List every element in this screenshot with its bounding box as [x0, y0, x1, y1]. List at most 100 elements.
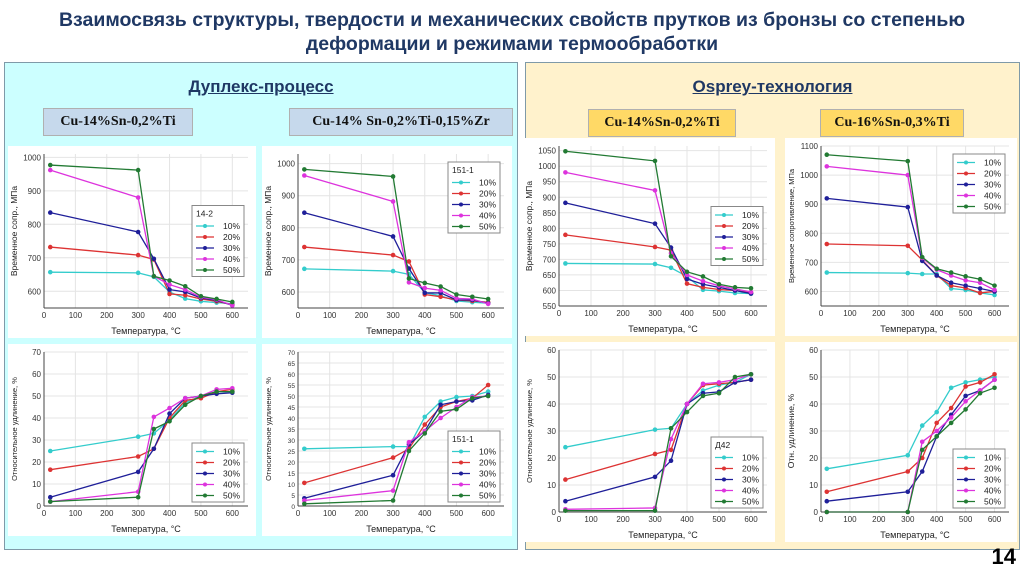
- series-line-30pct: [565, 379, 752, 502]
- x-tick-label: 600: [988, 309, 1002, 318]
- series-line-20pct: [826, 373, 995, 493]
- data-point: [151, 273, 157, 279]
- series-line-10pct: [50, 271, 233, 305]
- data-point: [390, 488, 396, 493]
- x-axis-label: Температура, °C: [628, 324, 698, 334]
- y-tick-label: 20: [32, 458, 41, 467]
- y-tick-label: 950: [543, 178, 557, 187]
- y-tick-label: 1000: [23, 153, 41, 162]
- y-tick-label: 60: [547, 346, 556, 355]
- legend-marker: [459, 213, 463, 218]
- y-tick-label: 20: [288, 460, 296, 467]
- y-tick-label: 800: [282, 224, 296, 233]
- series-line-10pct: [304, 268, 489, 304]
- legend-marker: [964, 466, 968, 471]
- data-point: [390, 268, 396, 274]
- x-tick-label: 500: [194, 509, 208, 518]
- y-tick-label: 45: [288, 405, 296, 412]
- chart-svg: 0 100 200 300 400 500 600 0 10 20 30 40 50 60 70 Темпер…: [10, 348, 248, 534]
- data-point: [963, 380, 968, 385]
- y-tick-label: 25: [288, 449, 296, 456]
- legend-label: 40%: [223, 254, 240, 264]
- data-point: [652, 188, 658, 193]
- y-tick-label: 1050: [538, 147, 556, 156]
- x-axis-label: Температура, °C: [366, 524, 436, 534]
- y-tick-label: 40: [288, 416, 296, 423]
- y-tick-label: 5: [291, 493, 295, 500]
- data-point: [47, 244, 53, 250]
- legend-box: [710, 206, 764, 266]
- y-tick-label: 1000: [800, 171, 818, 180]
- y-tick-label: 50: [809, 373, 818, 382]
- data-point: [182, 395, 188, 401]
- x-tick-label: 300: [386, 311, 400, 320]
- x-tick-label: 400: [418, 509, 432, 518]
- data-point: [302, 480, 307, 486]
- chart-svg: 0 100 200 300 400 500 600 0 5 10 15 20 25 30 35 40 45 50 5…: [264, 350, 504, 534]
- legend-label: 10%: [742, 210, 759, 220]
- data-point: [948, 405, 954, 411]
- legend-label: 10%: [984, 453, 1001, 463]
- legend-label: 30%: [479, 469, 496, 479]
- data-point: [167, 291, 172, 297]
- data-point: [934, 409, 939, 415]
- data-point: [135, 469, 141, 475]
- x-axis-label: Температура, °C: [111, 326, 181, 336]
- legend-marker: [722, 477, 726, 482]
- data-point: [977, 390, 983, 396]
- x-axis-label: Температура, °C: [111, 524, 181, 534]
- x-tick-label: 600: [226, 509, 240, 518]
- y-tick-label: 700: [28, 254, 42, 263]
- series-line-40pct: [826, 165, 995, 291]
- x-axis-label: Температура, °C: [880, 530, 950, 540]
- chart-elongation-osprey-14sn: 0 100 200 300 400 500 600 0 10 20 30 40 50 60 Температ…: [523, 342, 775, 542]
- legend-label: 30%: [742, 232, 759, 242]
- data-point: [905, 509, 911, 515]
- y-tick-label: 1100: [801, 142, 819, 151]
- data-point: [824, 196, 830, 201]
- y-tick-label: 10: [809, 481, 818, 490]
- x-tick-label: 0: [557, 515, 562, 524]
- series-line-20pct: [304, 246, 489, 303]
- data-point: [390, 234, 396, 239]
- data-point: [948, 420, 954, 426]
- legend-marker: [203, 493, 207, 498]
- data-point: [732, 285, 738, 290]
- legend-label: 50%: [479, 491, 496, 501]
- data-point: [406, 280, 412, 285]
- data-point: [454, 394, 459, 400]
- data-point: [563, 170, 568, 175]
- y-tick-label: 750: [543, 240, 557, 249]
- data-point: [302, 501, 307, 507]
- data-point: [963, 399, 968, 404]
- series-line-10pct: [565, 262, 752, 295]
- data-point: [438, 415, 443, 421]
- data-point: [230, 386, 235, 391]
- data-point: [302, 446, 307, 452]
- series-line-50pct: [565, 150, 752, 289]
- data-point: [485, 382, 491, 388]
- series-line-30pct: [50, 211, 233, 306]
- data-point: [563, 200, 568, 206]
- y-tick-label: 70: [288, 350, 296, 357]
- x-tick-label: 500: [712, 309, 726, 318]
- y-tick-label: 700: [805, 258, 819, 267]
- x-tick-label: 200: [872, 515, 886, 524]
- series-line-50pct: [304, 168, 489, 300]
- legend-label: 20%: [742, 464, 759, 474]
- y-tick-label: 15: [288, 471, 296, 478]
- data-point: [485, 296, 491, 302]
- data-point: [151, 256, 157, 262]
- data-point: [563, 261, 568, 266]
- x-tick-label: 500: [959, 515, 973, 524]
- x-tick-label: 300: [901, 515, 915, 524]
- legend-box: [447, 161, 501, 234]
- data-point: [905, 158, 911, 164]
- y-tick-label: 20: [809, 454, 818, 463]
- legend-marker: [964, 182, 968, 187]
- data-point: [919, 423, 925, 428]
- y-tick-label: 600: [28, 287, 42, 296]
- y-tick-label: 60: [288, 372, 296, 379]
- data-point: [151, 446, 157, 452]
- x-tick-label: 200: [100, 311, 114, 320]
